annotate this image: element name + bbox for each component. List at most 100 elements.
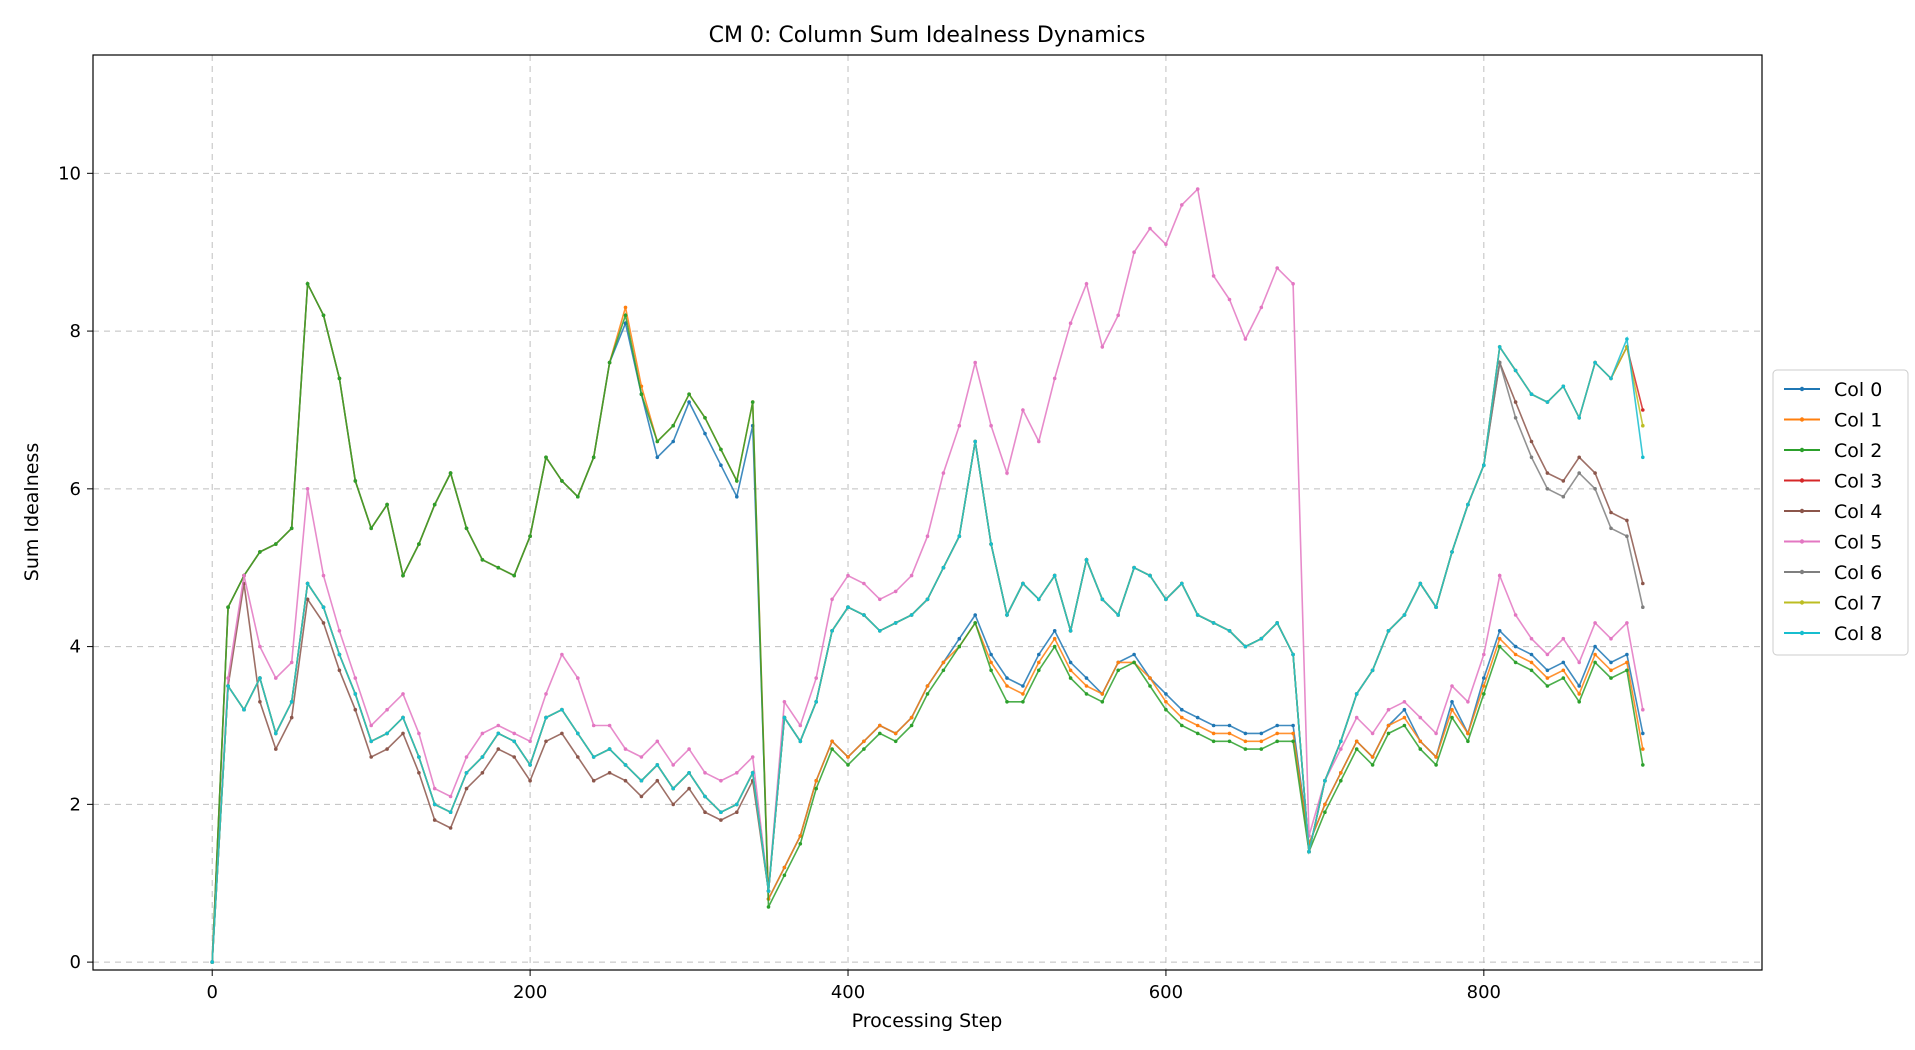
data-point	[1641, 408, 1645, 412]
data-point	[1418, 739, 1423, 744]
data-point	[1259, 636, 1264, 641]
data-point	[719, 463, 723, 468]
data-point	[1466, 731, 1470, 736]
data-point	[544, 692, 548, 696]
data-point	[385, 731, 389, 736]
data-point	[1577, 700, 1581, 704]
data-point	[735, 810, 739, 814]
data-point	[353, 707, 358, 712]
data-point	[1275, 266, 1279, 270]
data-point	[973, 439, 977, 444]
data-point	[989, 542, 993, 546]
data-point	[1164, 597, 1168, 602]
legend-label-col-5: Col 5	[1834, 532, 1882, 554]
data-point	[750, 755, 755, 759]
data-point	[639, 392, 644, 397]
data-point	[591, 723, 596, 728]
data-point	[1529, 652, 1534, 657]
data-point	[1180, 707, 1184, 712]
data-point	[1339, 739, 1343, 744]
data-point	[480, 558, 485, 562]
data-point	[576, 494, 580, 499]
data-point	[480, 731, 485, 736]
data-point	[655, 763, 660, 767]
data-point	[1100, 345, 1105, 349]
data-point	[1513, 613, 1518, 617]
data-point	[321, 313, 326, 318]
data-point	[1005, 676, 1009, 680]
data-point	[1641, 707, 1645, 712]
data-point	[1164, 700, 1168, 704]
series-col-8	[210, 335, 1645, 964]
data-point	[925, 597, 930, 602]
data-point	[1450, 707, 1454, 712]
data-point	[1609, 668, 1613, 673]
data-point	[1593, 621, 1597, 625]
data-point	[703, 416, 707, 420]
data-point	[623, 313, 628, 318]
data-point	[655, 778, 660, 783]
data-point	[1529, 455, 1534, 460]
data-point	[1497, 345, 1502, 349]
data-point	[289, 660, 294, 665]
data-point	[1211, 739, 1216, 744]
data-point	[862, 581, 866, 586]
data-point	[973, 360, 977, 365]
data-point	[544, 739, 548, 744]
data-point	[1180, 203, 1184, 207]
data-point	[1100, 692, 1105, 696]
data-point	[560, 731, 564, 736]
data-point	[432, 502, 437, 507]
data-point	[258, 676, 262, 680]
data-point	[432, 786, 437, 791]
x-tick-label: 200	[513, 982, 547, 1003]
y-tick-label: 10	[58, 163, 81, 184]
data-point	[1497, 360, 1502, 365]
data-point	[766, 905, 771, 909]
data-point	[305, 597, 310, 602]
legend-marker-col-2	[1799, 447, 1805, 453]
data-point	[1052, 629, 1057, 633]
data-point	[1402, 613, 1407, 617]
data-point	[369, 526, 374, 531]
data-point	[1561, 384, 1566, 389]
data-point	[925, 692, 930, 696]
legend-label-col-4: Col 4	[1834, 501, 1882, 523]
data-point	[1275, 723, 1279, 728]
data-point	[1450, 700, 1454, 704]
data-point	[1370, 763, 1375, 767]
data-point	[671, 423, 675, 428]
data-point	[432, 802, 437, 807]
data-point	[1005, 700, 1009, 704]
data-point	[1513, 660, 1518, 665]
data-point	[258, 550, 262, 554]
data-point	[1482, 652, 1486, 657]
data-point	[1227, 739, 1232, 744]
data-point	[1450, 550, 1454, 554]
data-point	[1386, 731, 1391, 736]
data-point	[1497, 644, 1502, 649]
x-tick-label: 600	[1149, 982, 1183, 1003]
data-point	[1037, 668, 1041, 673]
data-point	[1132, 652, 1136, 657]
data-point	[1386, 707, 1391, 712]
legend-marker-col-1	[1799, 417, 1805, 422]
data-point	[369, 739, 374, 744]
data-point	[703, 810, 707, 814]
data-point	[639, 778, 644, 783]
data-point	[1323, 778, 1327, 783]
data-point	[1641, 455, 1645, 460]
data-point	[1418, 581, 1423, 586]
y-tick-label: 0	[70, 952, 81, 973]
data-point	[1466, 502, 1470, 507]
data-point	[1370, 668, 1375, 673]
data-point	[814, 700, 818, 704]
data-point	[1641, 581, 1645, 586]
data-point	[576, 676, 580, 680]
data-point	[1625, 668, 1629, 673]
data-point	[1609, 660, 1613, 665]
data-point	[862, 739, 866, 744]
data-point	[385, 747, 389, 751]
data-point	[798, 723, 803, 728]
data-point	[973, 621, 977, 625]
